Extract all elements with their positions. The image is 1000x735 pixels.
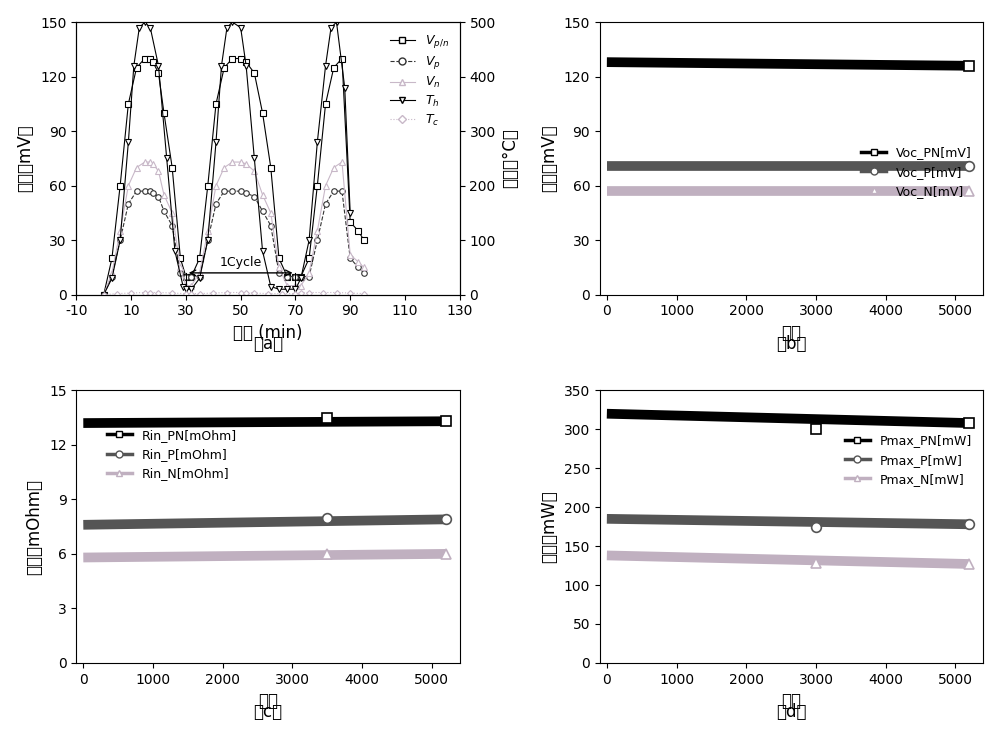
Y-axis label: 功率（mW）: 功率（mW）	[540, 490, 558, 563]
X-axis label: 时间 (min): 时间 (min)	[233, 324, 303, 342]
Y-axis label: 温度（°C）: 温度（°C）	[501, 129, 519, 188]
Legend: Pmax_PN[mW], Pmax_P[mW], Pmax_N[mW]: Pmax_PN[mW], Pmax_P[mW], Pmax_N[mW]	[840, 429, 977, 491]
Legend: Rin_PN[mOhm], Rin_P[mOhm], Rin_N[mOhm]: Rin_PN[mOhm], Rin_P[mOhm], Rin_N[mOhm]	[102, 424, 242, 485]
Text: （d）: （d）	[776, 703, 807, 721]
X-axis label: 循环: 循环	[782, 324, 802, 342]
Y-axis label: 电压（mV）: 电压（mV）	[17, 125, 35, 193]
Text: （b）: （b）	[776, 335, 807, 354]
Text: 1Cycle: 1Cycle	[220, 257, 262, 269]
Legend: $V_{p/n}$, $V_p$, $V_n$, $T_h$, $T_c$: $V_{p/n}$, $V_p$, $V_n$, $T_h$, $T_c$	[385, 29, 454, 133]
Text: （c）: （c）	[253, 703, 283, 721]
Y-axis label: 电压（mV）: 电压（mV）	[540, 125, 558, 193]
Y-axis label: 电阵（mOhm）: 电阵（mOhm）	[25, 478, 43, 575]
X-axis label: 循环: 循环	[782, 692, 802, 710]
X-axis label: 循环: 循环	[258, 692, 278, 710]
Text: （a）: （a）	[253, 335, 283, 354]
Legend: Voc_PN[mV], Voc_P[mV], Voc_N[mV]: Voc_PN[mV], Voc_P[mV], Voc_N[mV]	[856, 141, 977, 203]
